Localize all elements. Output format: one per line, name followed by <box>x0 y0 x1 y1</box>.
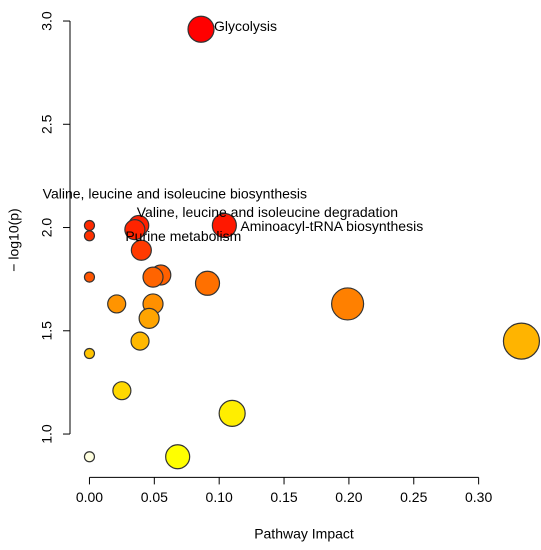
bubble <box>83 219 96 232</box>
x-tick-label: 0.15 <box>270 489 297 505</box>
bubble <box>138 307 160 329</box>
y-tick-label: 3.0 <box>39 11 55 31</box>
bubble <box>211 212 237 239</box>
bubble <box>83 451 96 463</box>
bubble <box>187 15 215 43</box>
bubble <box>502 322 541 360</box>
bubble <box>124 218 146 241</box>
y-tick-label: 2.0 <box>39 218 55 238</box>
bubble <box>142 266 164 288</box>
annotation: Valine, leucine and isoleucine degradati… <box>137 204 398 220</box>
y-tick-label: 1.0 <box>39 424 55 444</box>
x-tick-label: 0.20 <box>335 489 362 505</box>
bubble <box>107 294 127 314</box>
x-tick-label: 0.25 <box>400 489 427 505</box>
bubble <box>331 287 365 321</box>
bubble <box>130 239 152 261</box>
annotation: Glycolysis <box>214 18 277 34</box>
x-tick-label: 0.05 <box>141 489 168 505</box>
bubble <box>194 270 221 296</box>
x-tick-label: 0.30 <box>465 489 492 505</box>
bubble <box>165 444 191 470</box>
y-tick-label: 1.5 <box>39 321 55 341</box>
y-tick-label: 2.5 <box>39 114 55 134</box>
bubble <box>112 381 132 401</box>
annotation: Aminoacyl-tRNA biosynthesis <box>240 218 423 234</box>
bubble <box>83 347 96 360</box>
x-tick-label: 0.00 <box>76 489 103 505</box>
annotation: Valine, leucine and isoleucine biosynthe… <box>43 185 307 201</box>
y-axis-title: − log10(p) <box>6 208 22 271</box>
bubble <box>130 331 150 351</box>
bubble <box>83 230 96 242</box>
x-axis-title: Pathway Impact <box>254 526 354 542</box>
x-tick-label: 0.10 <box>206 489 233 505</box>
annotation: Purine metabolism <box>125 228 241 244</box>
bubble <box>218 399 246 427</box>
bubble <box>83 271 96 283</box>
